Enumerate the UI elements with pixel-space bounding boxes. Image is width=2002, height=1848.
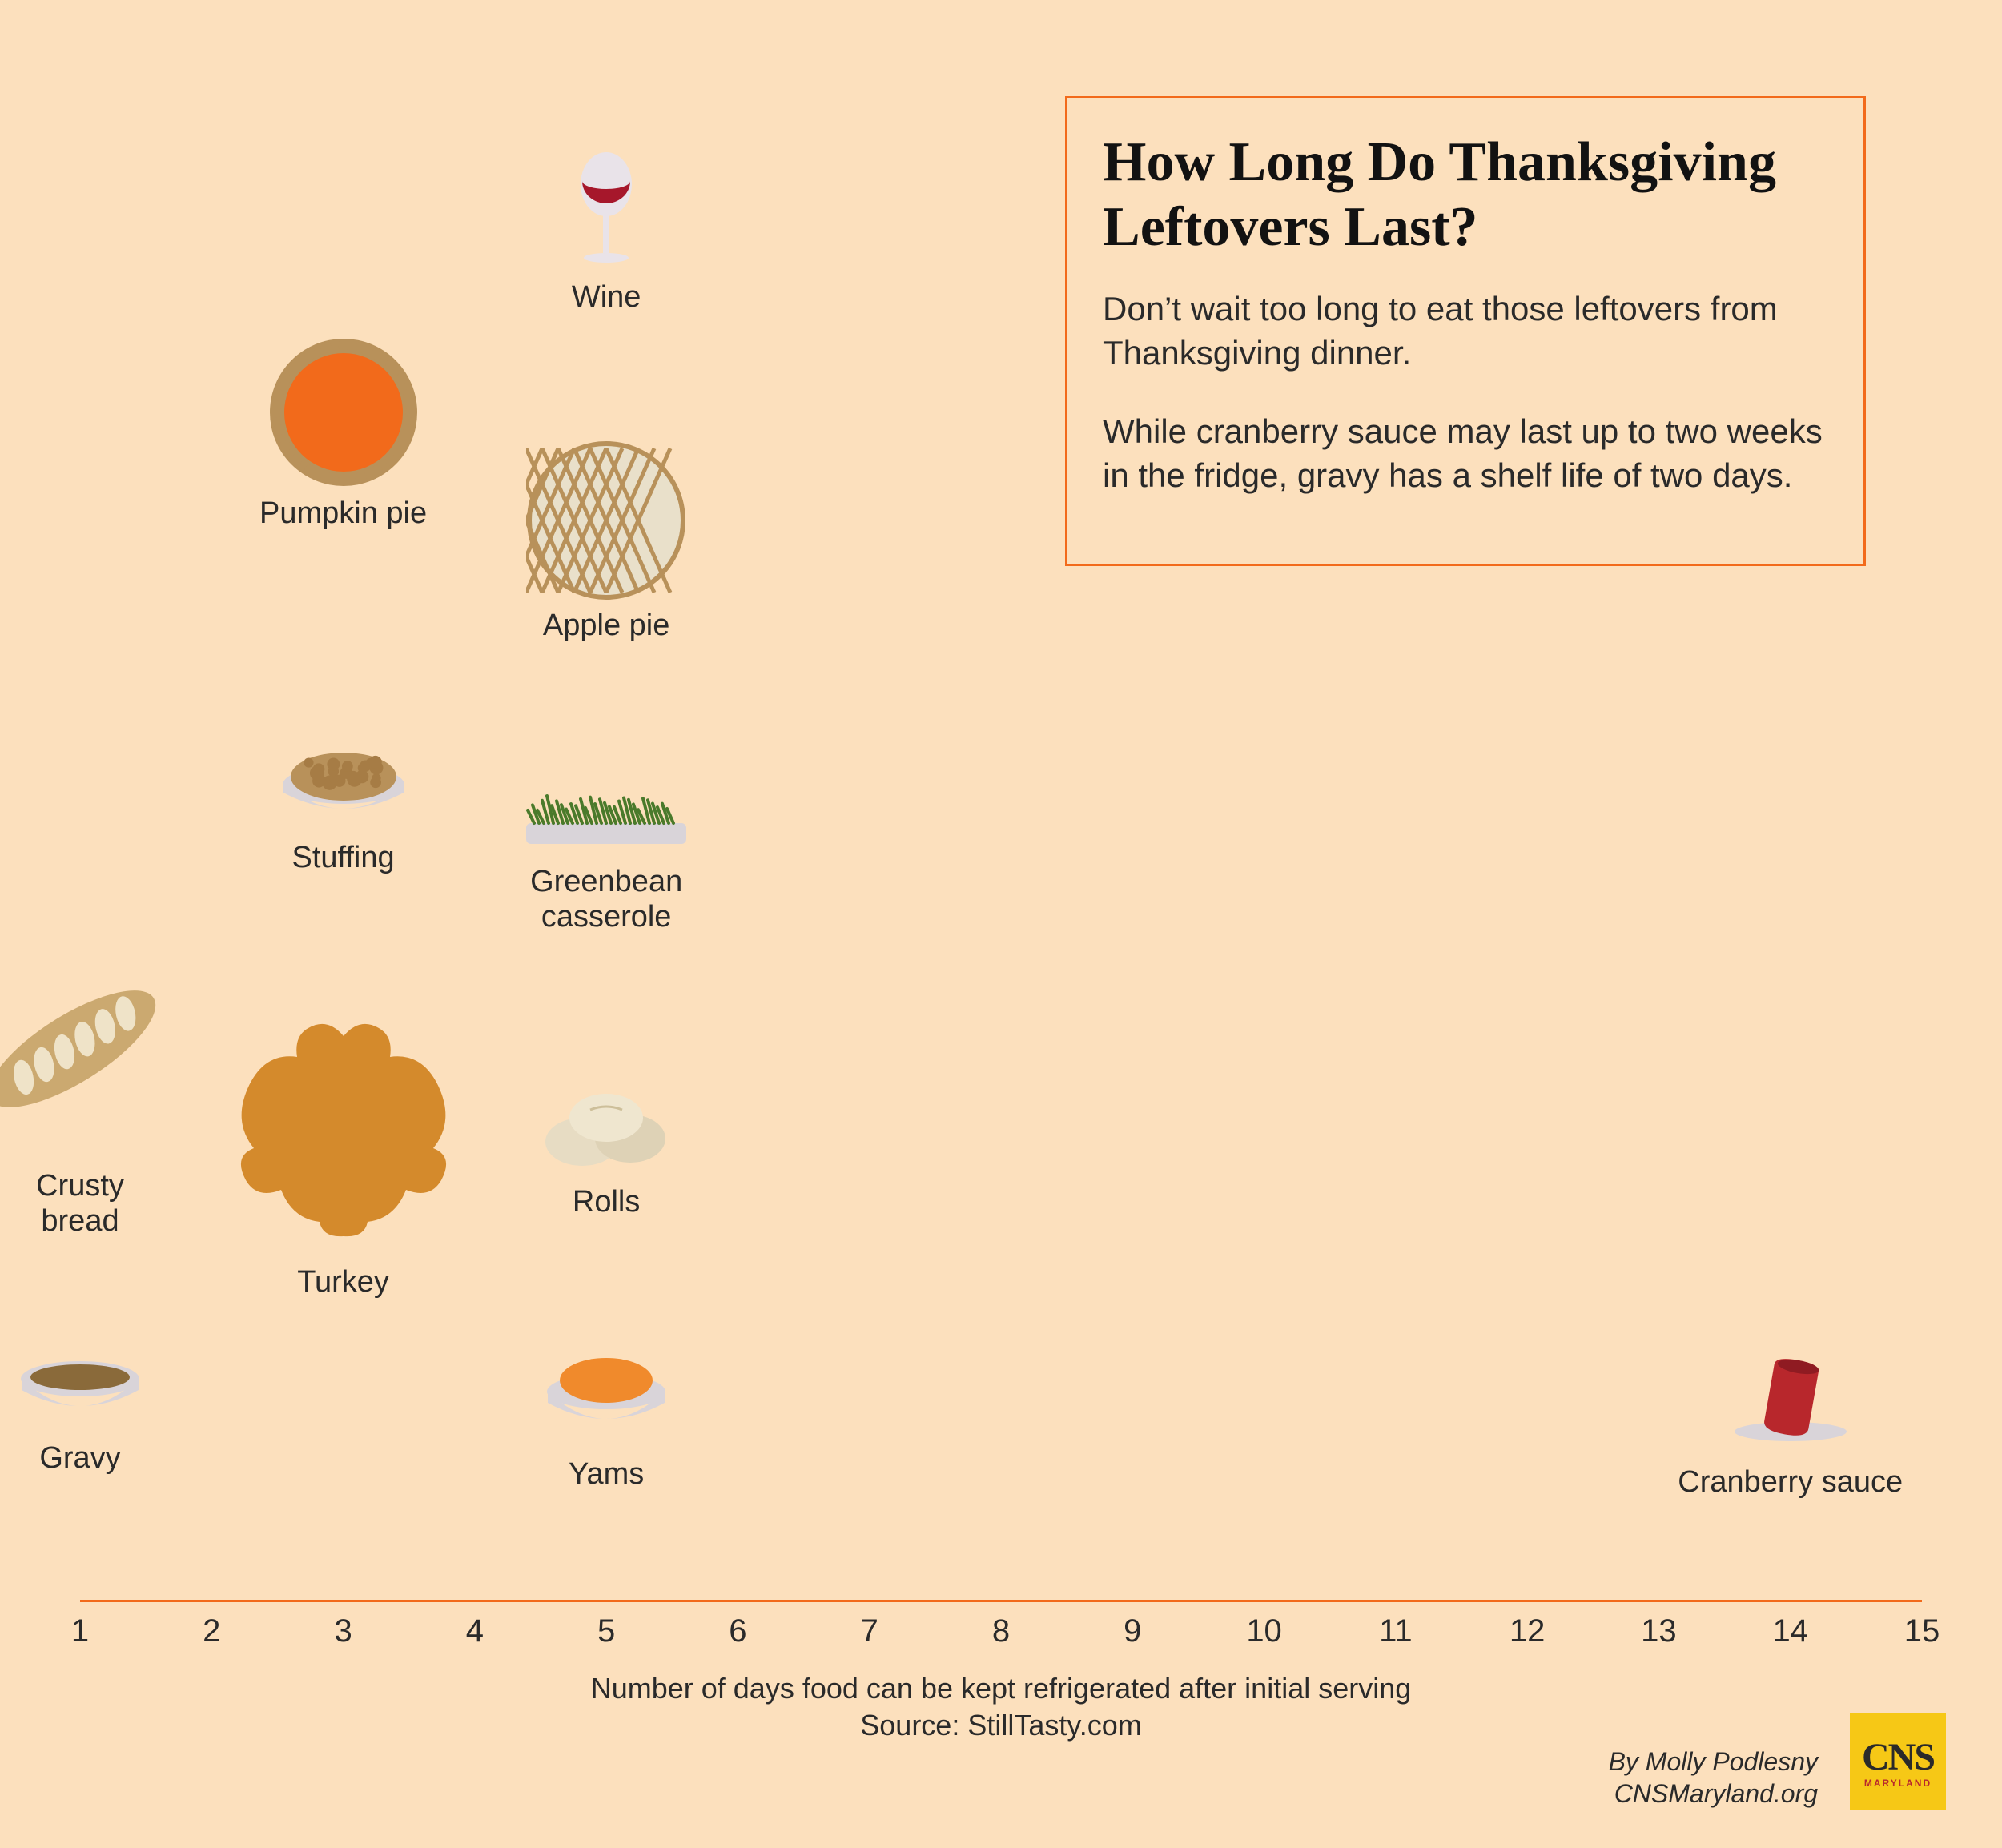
- food-item-yams: Yams: [486, 1345, 726, 1492]
- x-tick: 9: [1124, 1613, 1141, 1649]
- logo-sub: MARYLAND: [1864, 1778, 1932, 1789]
- x-tick: 15: [1904, 1613, 1940, 1649]
- x-tick: 14: [1772, 1613, 1808, 1649]
- byline: By Molly Podlesny CNSMaryland.org: [1609, 1746, 1818, 1810]
- food-item-cranberry: Cranberry sauce: [1670, 1345, 1911, 1500]
- source-label: Source: StillTasty.com: [0, 1709, 2002, 1742]
- food-item-apple-pie: Apple pie: [486, 440, 726, 644]
- food-item-gravy: Gravy: [0, 1345, 200, 1476]
- x-tick: 11: [1379, 1613, 1413, 1649]
- food-label: Yams: [486, 1457, 726, 1492]
- x-tick: 7: [861, 1613, 878, 1649]
- byline-org: CNSMaryland.org: [1609, 1778, 1818, 1810]
- x-tick: 6: [729, 1613, 746, 1649]
- food-item-turkey: Turkey: [223, 1017, 464, 1300]
- food-label: Greenbean casserole: [486, 865, 726, 934]
- x-tick: 4: [466, 1613, 484, 1649]
- chart-plot-area: Wine Pumpkin pie Apple pie Stuffing Gree…: [80, 64, 1922, 1625]
- food-label: Gravy: [0, 1441, 200, 1476]
- food-label: Apple pie: [486, 609, 726, 644]
- logo-brand: CNS: [1862, 1735, 1934, 1779]
- x-axis-line: [80, 1600, 1922, 1602]
- food-label: Stuffing: [223, 841, 464, 876]
- x-tick: 5: [597, 1613, 615, 1649]
- byline-author: By Molly Podlesny: [1609, 1746, 1818, 1778]
- food-item-wine: Wine: [486, 152, 726, 315]
- x-axis-ticks: 123456789101112131415: [80, 1613, 1922, 1661]
- x-tick: 12: [1510, 1613, 1546, 1649]
- x-axis-title: Number of days food can be kept refriger…: [0, 1672, 2002, 1705]
- food-label: Rolls: [486, 1185, 726, 1220]
- food-item-bread: Crusty bread: [0, 953, 200, 1239]
- x-tick: 8: [992, 1613, 1010, 1649]
- food-item-greenbean: Greenbean casserole: [486, 777, 726, 934]
- food-label: Cranberry sauce: [1670, 1465, 1911, 1500]
- x-tick: 10: [1246, 1613, 1282, 1649]
- x-tick: 2: [203, 1613, 220, 1649]
- food-label: Crusty bread: [0, 1169, 200, 1239]
- food-item-rolls: Rolls: [486, 1073, 726, 1220]
- x-tick: 1: [71, 1613, 89, 1649]
- food-label: Wine: [486, 280, 726, 315]
- food-item-stuffing: Stuffing: [223, 729, 464, 876]
- food-label: Turkey: [223, 1265, 464, 1300]
- cns-logo: CNS MARYLAND: [1850, 1713, 1946, 1810]
- food-item-pumpkin-pie: Pumpkin pie: [223, 336, 464, 532]
- x-tick: 13: [1641, 1613, 1677, 1649]
- x-tick: 3: [334, 1613, 352, 1649]
- food-label: Pumpkin pie: [223, 496, 464, 532]
